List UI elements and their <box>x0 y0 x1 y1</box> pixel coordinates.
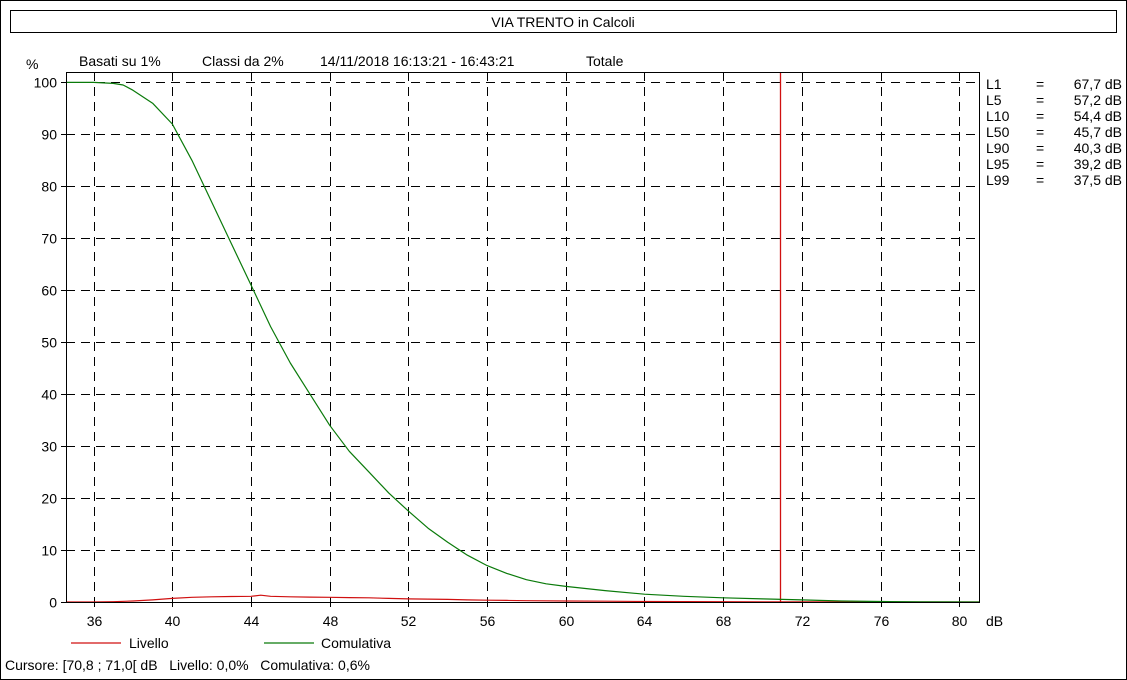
series-group <box>66 72 980 603</box>
x-tick-label: 80 <box>952 613 968 629</box>
axis-ticks: 36 40 44 48 52 56 60 64 68 72 76 80 0 10 20 30 40 50 60 70 8… <box>34 75 968 630</box>
cursor-status: Cursore: [70,8 ; 71,0[ dB Livello: 0,0% … <box>5 657 370 673</box>
stat-value: 40,3 dB <box>1074 140 1122 156</box>
legend-label-comulativa: Comulativa <box>321 635 391 651</box>
x-tick-label: 72 <box>795 613 811 629</box>
x-tick-label: 60 <box>559 613 575 629</box>
grid <box>66 72 979 602</box>
stat-equals: = <box>1036 92 1044 108</box>
y-tick-label: 40 <box>41 387 57 403</box>
chart-title: VIA TRENTO in Calcoli <box>491 14 634 30</box>
stat-equals: = <box>1036 124 1044 140</box>
stat-label: L95 <box>986 156 1010 172</box>
x-axis-label: dB <box>986 613 1003 629</box>
legend-label-livello: Livello <box>129 635 169 651</box>
y-tick-label: 90 <box>41 127 57 143</box>
stat-value: 67,7 dB <box>1074 76 1122 92</box>
x-tick-label: 52 <box>401 613 417 629</box>
stat-equals: = <box>1036 156 1044 172</box>
stat-value: 54,4 dB <box>1074 108 1122 124</box>
series-line-livello <box>66 594 979 603</box>
x-tick-label: 76 <box>874 613 890 629</box>
y-tick-label: 70 <box>41 231 57 247</box>
x-tick-label: 40 <box>165 613 181 629</box>
x-tick-label: 48 <box>323 613 339 629</box>
y-axis-label: % <box>26 56 38 72</box>
stat-label: L99 <box>986 172 1010 188</box>
stat-value: 39,2 dB <box>1074 156 1122 172</box>
y-tick-label: 60 <box>41 283 57 299</box>
y-tick-label: 80 <box>41 179 57 195</box>
subtitle-classes: Classi da 2% <box>202 53 284 69</box>
stat-value: 37,5 dB <box>1074 172 1122 188</box>
y-tick-label: 50 <box>41 335 57 351</box>
y-tick-label: 0 <box>49 595 57 611</box>
stat-equals: = <box>1036 140 1044 156</box>
y-tick-label: 20 <box>41 491 57 507</box>
stat-label: L1 <box>986 76 1002 92</box>
stat-value: 45,7 dB <box>1074 124 1122 140</box>
stat-label: L5 <box>986 92 1002 108</box>
stat-equals: = <box>1036 76 1044 92</box>
y-tick-label: 10 <box>41 543 57 559</box>
x-tick-label: 36 <box>87 613 103 629</box>
legend: Livello Comulativa <box>71 635 391 651</box>
x-tick-label: 56 <box>480 613 496 629</box>
stat-value: 57,2 dB <box>1074 92 1122 108</box>
subtitle-scope: Totale <box>586 53 624 69</box>
subtitle-basis: Basati su 1% <box>79 53 161 69</box>
statistics-panel: L1 = 67,7 dB L5 = 57,2 dB L10 = 54,4 dB L50 = 45,7 … <box>986 76 1122 188</box>
x-tick-label: 64 <box>637 613 653 629</box>
stat-label: L50 <box>986 124 1010 140</box>
subtitle-period: 14/11/2018 16:13:21 - 16:43:21 <box>320 53 515 69</box>
x-tick-label: 44 <box>244 613 260 629</box>
series-line-comulativa <box>66 81 980 603</box>
y-tick-label: 30 <box>41 439 57 455</box>
stat-label: L90 <box>986 140 1010 156</box>
plot-frame <box>66 72 980 603</box>
stat-label: L10 <box>986 108 1010 124</box>
stat-equals: = <box>1036 108 1044 124</box>
x-tick-label: 68 <box>716 613 732 629</box>
title-box <box>10 10 1117 33</box>
y-tick-label: 100 <box>34 75 58 91</box>
stat-equals: = <box>1036 172 1044 188</box>
